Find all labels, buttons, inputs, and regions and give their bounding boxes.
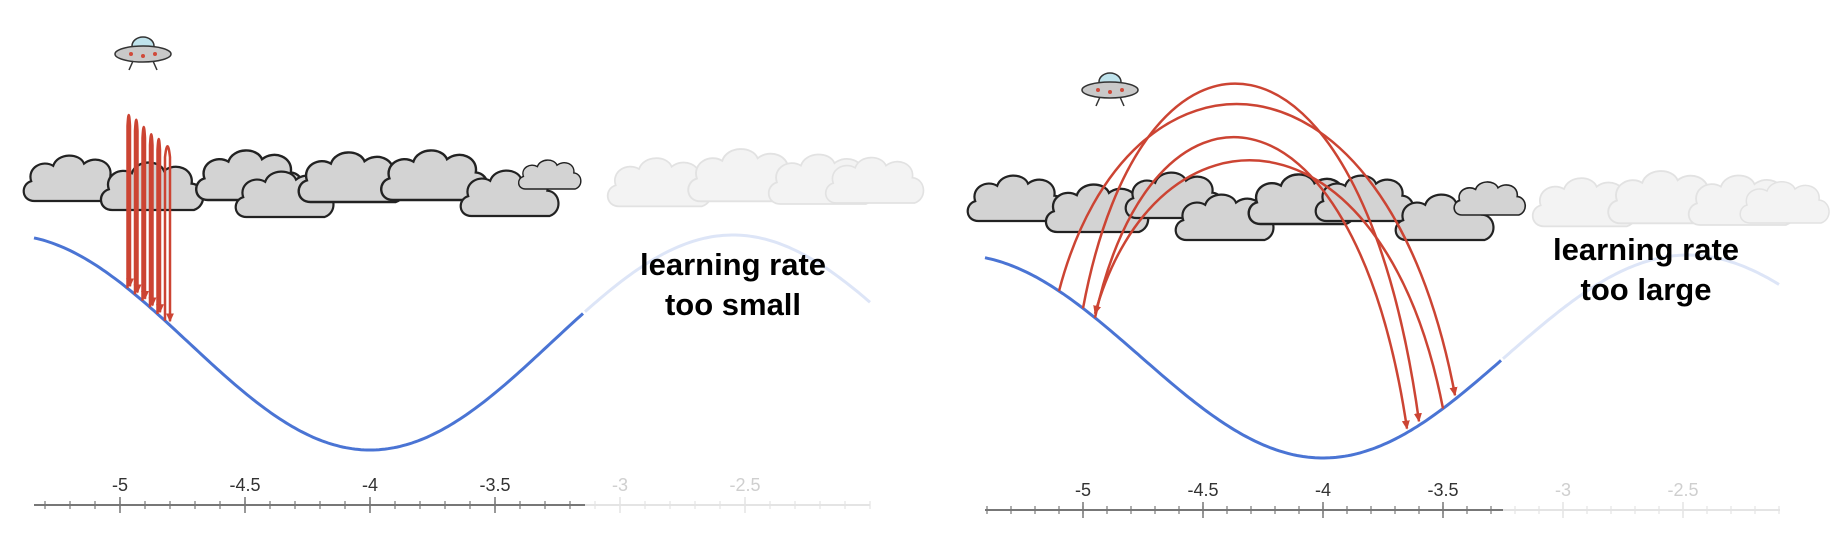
caption-line-2: too small xyxy=(665,287,801,322)
faded-clouds xyxy=(1531,170,1830,228)
panel-learning-rate-too-small: learning rate too small -5 -4.5 -4 -3.5 -3 -2… xyxy=(22,36,925,513)
clouds xyxy=(966,171,1527,242)
tick-label: -5 xyxy=(1075,480,1091,500)
caption-line-1: learning rate xyxy=(1553,232,1739,267)
step-arrow xyxy=(1081,82,1422,423)
loss-curve-faded xyxy=(1502,253,1780,360)
faded-clouds xyxy=(606,148,925,208)
ufo-icon xyxy=(114,36,172,71)
step-arrow xyxy=(126,113,134,289)
tick-label: -2.5 xyxy=(1667,480,1698,500)
step-arrow xyxy=(163,144,174,323)
tick-label: -4.5 xyxy=(229,475,260,495)
tick-label: -3.5 xyxy=(1427,480,1458,500)
gradient-step-arrows xyxy=(126,113,174,323)
loss-curve xyxy=(984,256,1503,460)
step-arrow xyxy=(156,137,164,314)
loss-curve-faded xyxy=(583,233,871,313)
caption-line-1: learning rate xyxy=(640,247,826,282)
loss-curve xyxy=(33,236,585,452)
cloud-icon xyxy=(517,159,582,191)
step-arrow xyxy=(1093,135,1410,430)
tick-label: -4 xyxy=(1315,480,1331,500)
step-arrow xyxy=(148,132,157,308)
gradient-step-arrows xyxy=(1057,82,1458,430)
step-arrow xyxy=(1093,159,1445,409)
tick-label: -3.5 xyxy=(479,475,510,495)
ufo-icon xyxy=(1081,72,1139,107)
cloud-icon xyxy=(1453,180,1527,217)
tick-label: -5 xyxy=(112,475,128,495)
x-axis: -5 -4.5 -4 -3.5 -3 -2.5 xyxy=(34,475,871,513)
step-arrow xyxy=(1057,102,1458,397)
tick-label: -4.5 xyxy=(1187,480,1218,500)
clouds xyxy=(22,149,582,219)
step-arrow xyxy=(141,125,149,301)
panel-learning-rate-too-large: learning rate too large -5 -4.5 -4 -3.5 -3 -2… xyxy=(966,72,1830,518)
tick-label: -4 xyxy=(362,475,378,495)
step-arrow xyxy=(133,118,142,295)
tick-label: -2.5 xyxy=(729,475,760,495)
caption-line-2: too large xyxy=(1581,272,1712,307)
x-axis: -5 -4.5 -4 -3.5 -3 -2.5 xyxy=(985,480,1780,518)
tick-label: -3 xyxy=(1555,480,1571,500)
tick-label: -3 xyxy=(612,475,628,495)
